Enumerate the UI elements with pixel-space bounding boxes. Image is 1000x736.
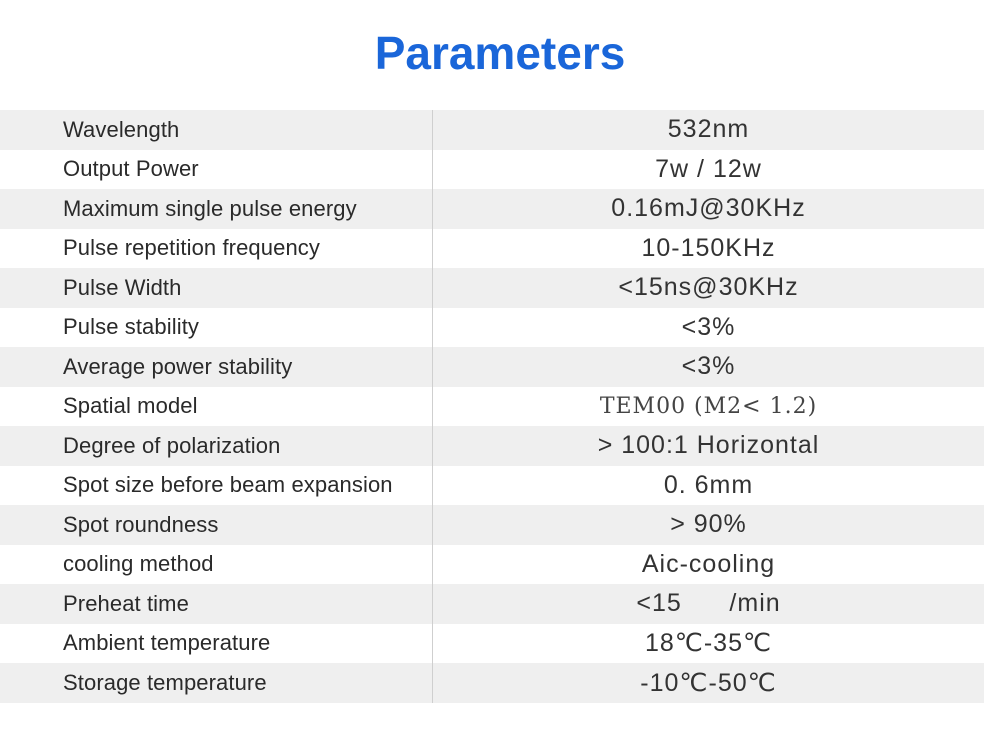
param-value: <15 /min (636, 589, 781, 618)
table-row-average-power-stability: Average power stability <3% (0, 347, 984, 387)
param-name: Output Power (0, 149, 433, 189)
param-value: Aic-cooling (641, 549, 776, 578)
param-value: TEM00 (M2< 1.2) (599, 393, 818, 419)
table-row-preheat-time: Preheat time <15 /min (0, 584, 984, 624)
param-name: Pulse Width (0, 268, 433, 308)
table-row-output-power: Output Power 7w / 12w (0, 149, 984, 189)
param-value: 10-150KHz (641, 233, 776, 262)
parameters-table: Wavelength 532nm Output Power 7w / 12w M… (0, 110, 984, 703)
param-name: Pulse repetition frequency (0, 228, 433, 268)
param-name: Maximum single pulse energy (0, 189, 433, 229)
param-name: Spot size before beam expansion (0, 465, 433, 505)
param-value: > 90% (670, 510, 747, 539)
table-row-storage-temperature: Storage temperature -10℃-50℃ (0, 663, 984, 703)
param-value: -10℃-50℃ (640, 668, 777, 697)
param-value: <3% (681, 312, 736, 341)
param-name: Ambient temperature (0, 623, 433, 663)
param-value: > 100:1 Horizontal (597, 431, 820, 460)
table-row-spatial-model: Spatial model TEM00 (M2< 1.2) (0, 386, 984, 426)
param-value: 0.16mJ@30KHz (611, 194, 806, 223)
table-row-pulse-stability: Pulse stability <3% (0, 307, 984, 347)
table-row-spot-roundness: Spot roundness > 90% (0, 505, 984, 545)
table-row-cooling-method: cooling method Aic-cooling (0, 544, 984, 584)
param-name: Wavelength (0, 110, 433, 150)
table-row-ambient-temperature: Ambient temperature 18℃-35℃ (0, 623, 984, 663)
param-value: <15ns@30KHz (618, 273, 799, 302)
table-row-pulse-energy: Maximum single pulse energy 0.16mJ@30KHz (0, 189, 984, 229)
param-value: 7w / 12w (655, 154, 762, 183)
table-row-polarization: Degree of polarization > 100:1 Horizonta… (0, 426, 984, 466)
param-name: Average power stability (0, 347, 433, 387)
table-row-pulse-width: Pulse Width <15ns@30KHz (0, 268, 984, 308)
param-name: Pulse stability (0, 307, 433, 347)
page-title: Parameters (374, 27, 626, 79)
table-row-spot-size: Spot size before beam expansion 0. 6mm (0, 465, 984, 505)
param-name: Storage temperature (0, 663, 433, 703)
param-name: Preheat time (0, 584, 433, 624)
param-value: 0. 6mm (663, 470, 754, 499)
param-value: 18℃-35℃ (644, 629, 773, 658)
param-name: cooling method (0, 544, 433, 584)
param-value: 532nm (667, 115, 750, 144)
param-name: Degree of polarization (0, 426, 433, 466)
param-value: <3% (681, 352, 736, 381)
table-row-wavelength: Wavelength 532nm (0, 110, 984, 150)
param-name: Spatial model (0, 386, 433, 426)
table-row-repetition-frequency: Pulse repetition frequency 10-150KHz (0, 228, 984, 268)
param-name: Spot roundness (0, 505, 433, 545)
